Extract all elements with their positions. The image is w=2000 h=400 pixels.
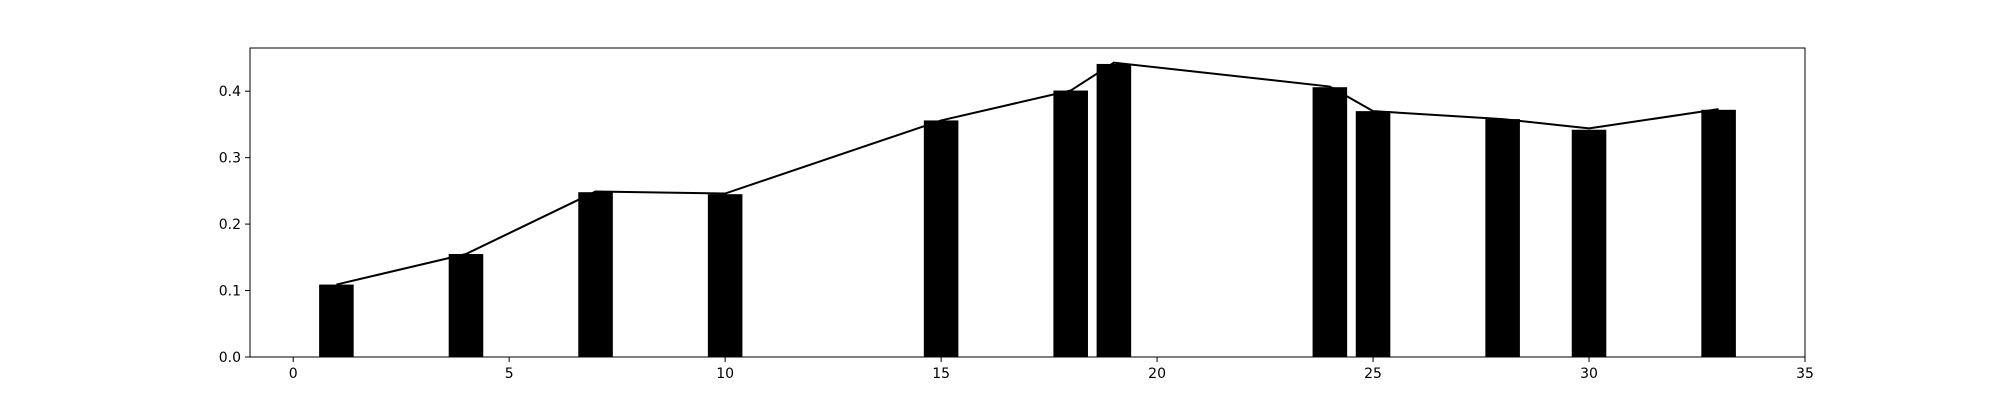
bar	[1701, 109, 1736, 357]
x-tick-label: 35	[1796, 366, 1814, 382]
bar	[1053, 90, 1088, 358]
y-axis: 0.0 0.1 0.2 0.3 0.4	[219, 84, 250, 366]
x-tick-label: 0	[289, 366, 298, 382]
x-tick-label: 5	[505, 366, 514, 382]
x-tick-label: 10	[716, 366, 734, 382]
x-tick-label: 15	[932, 366, 950, 382]
bar	[319, 284, 354, 357]
line-layer	[336, 61, 1719, 286]
bar	[1355, 111, 1391, 358]
x-tick-label: 30	[1580, 366, 1598, 382]
bar	[1571, 129, 1607, 357]
bar	[923, 120, 959, 358]
y-tick-label: 0.0	[219, 350, 241, 366]
bar	[1485, 119, 1520, 357]
x-tick-label: 20	[1148, 366, 1166, 382]
x-tick-label: 25	[1364, 366, 1382, 382]
y-tick-label: 0.4	[219, 84, 241, 100]
y-tick-label: 0.1	[219, 284, 241, 300]
plot-area-frame	[249, 47, 1806, 358]
bar	[578, 192, 613, 357]
bars-layer	[319, 63, 1736, 358]
bar	[448, 254, 484, 357]
y-tick-label: 0.2	[219, 217, 241, 233]
bar	[707, 194, 743, 357]
bar	[1312, 87, 1348, 357]
y-tick-label: 0.3	[219, 151, 241, 167]
x-axis: 0 5 10 15 20 25 30 35	[289, 357, 1814, 382]
bar	[1096, 63, 1132, 357]
series-line	[336, 61, 1719, 286]
